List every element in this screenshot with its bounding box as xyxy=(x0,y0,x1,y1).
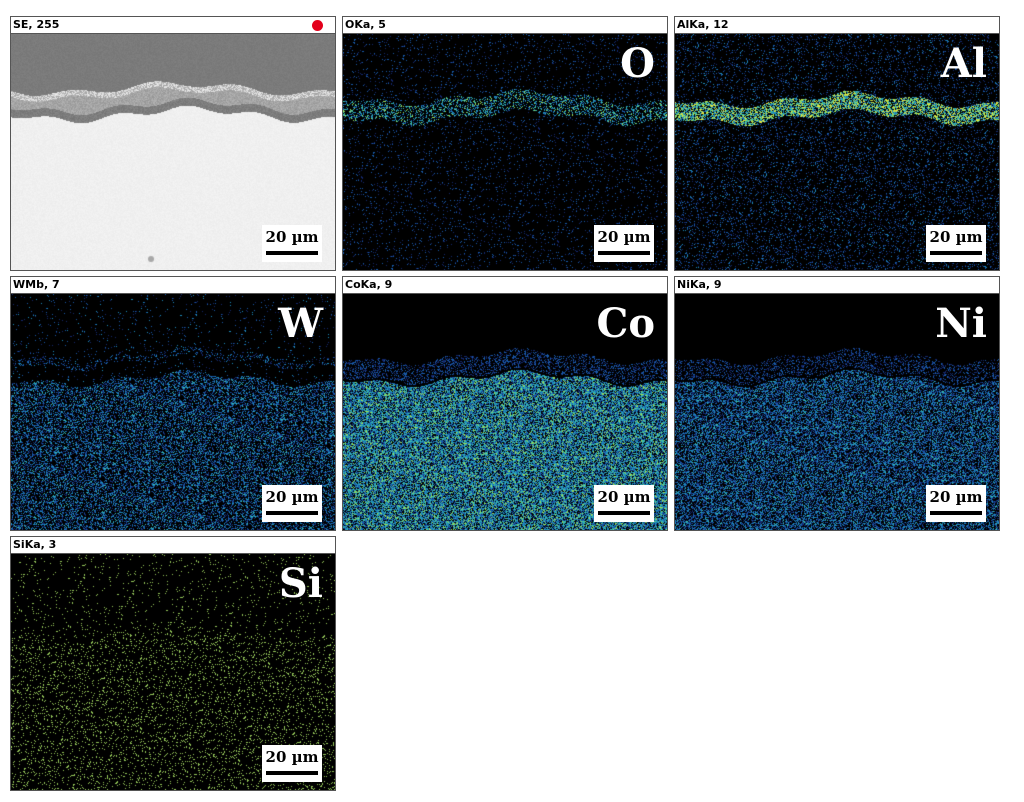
scale-bar-label: 20 µm xyxy=(265,488,319,506)
o-map-header: OKa, 5 xyxy=(343,17,667,34)
w-element-label: W xyxy=(278,300,323,347)
al-element-label: Al xyxy=(940,40,987,87)
scale-bar: 20 µm xyxy=(262,745,322,782)
scale-bar-label: 20 µm xyxy=(597,228,651,246)
scale-bar: 20 µm xyxy=(262,485,322,522)
al-map-panel: AlKa, 12 Al 20 µm xyxy=(674,16,1000,271)
se-panel-header: SE, 255 xyxy=(11,17,335,34)
scale-bar: 20 µm xyxy=(926,225,986,262)
si-map-header: SiKa, 3 xyxy=(11,537,335,554)
marker-dot-icon xyxy=(312,20,323,31)
ni-map-panel: NiKa, 9 Ni 20 µm xyxy=(674,276,1000,531)
se-panel: SE, 255 20 µm xyxy=(10,16,336,271)
scale-bar-line xyxy=(930,511,982,515)
scale-bar-label: 20 µm xyxy=(597,488,651,506)
scale-bar-label: 20 µm xyxy=(929,228,983,246)
scale-bar: 20 µm xyxy=(594,485,654,522)
scale-bar-line xyxy=(598,511,650,515)
scale-bar-line xyxy=(598,251,650,255)
scale-bar: 20 µm xyxy=(594,225,654,262)
o-element-label: O xyxy=(620,40,655,87)
w-map-header: WMb, 7 xyxy=(11,277,335,294)
w-map-panel: WMb, 7 W 20 µm xyxy=(10,276,336,531)
si-map-panel: SiKa, 3 Si 20 µm xyxy=(10,536,336,791)
scale-bar: 20 µm xyxy=(926,485,986,522)
si-element-label: Si xyxy=(278,560,323,607)
co-map-header: CoKa, 9 xyxy=(343,277,667,294)
co-map-panel: CoKa, 9 Co 20 µm xyxy=(342,276,668,531)
ni-map-header: NiKa, 9 xyxy=(675,277,999,294)
o-map-panel: OKa, 5 O 20 µm xyxy=(342,16,668,271)
scale-bar-line xyxy=(266,771,318,775)
scale-bar-label: 20 µm xyxy=(929,488,983,506)
ni-element-label: Ni xyxy=(935,300,987,347)
scale-bar-line xyxy=(930,251,982,255)
scale-bar: 20 µm xyxy=(262,225,322,262)
scale-bar-line xyxy=(266,511,318,515)
al-map-header: AlKa, 12 xyxy=(675,17,999,34)
co-element-label: Co xyxy=(596,300,655,347)
scale-bar-label: 20 µm xyxy=(265,748,319,766)
scale-bar-line xyxy=(266,251,318,255)
scale-bar-label: 20 µm xyxy=(265,228,319,246)
